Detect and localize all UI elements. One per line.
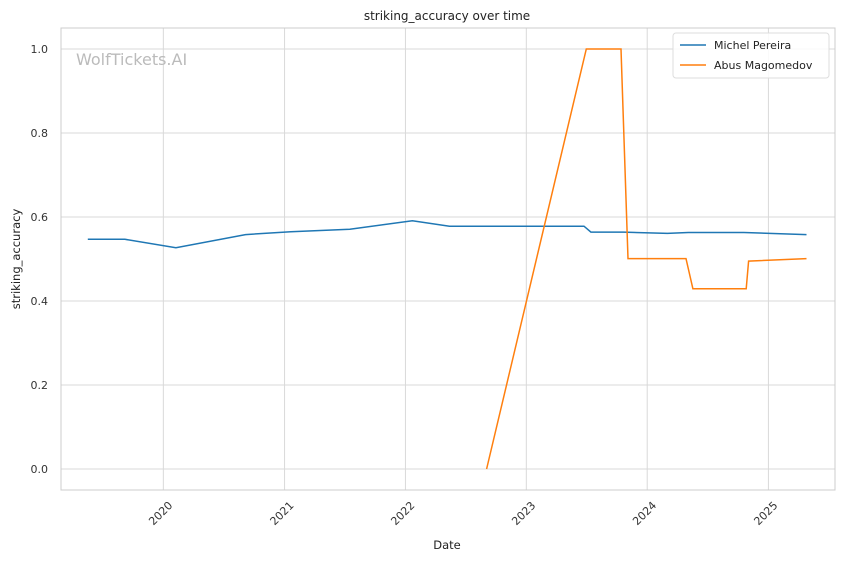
x-tick-label: 2022 [388, 499, 417, 528]
x-tick-label: 2025 [751, 499, 780, 528]
legend: Michel Pereira Abus Magomedov [672, 32, 830, 79]
legend-label-abus-magomedov: Abus Magomedov [714, 59, 813, 72]
y-tick-label: 0.2 [31, 379, 49, 392]
series-line-abus-magomedov [485, 48, 807, 470]
watermark-text: WolfTickets.AI [76, 50, 187, 69]
y-axis-label: striking_accuracy [9, 209, 23, 310]
y-tick-label: 0.8 [31, 127, 49, 140]
y-tick-label: 0.0 [31, 463, 49, 476]
x-axis-ticks: 2020 2021 2022 2023 2024 2025 [146, 499, 780, 528]
chart-title: striking_accuracy over time [364, 9, 530, 23]
x-tick-label: 2023 [509, 499, 538, 528]
legend-label-michel-pereira: Michel Pereira [714, 39, 791, 52]
plot-frame [60, 27, 836, 491]
x-tick-label: 2024 [630, 499, 659, 528]
x-tick-label: 2020 [146, 499, 175, 528]
y-tick-label: 1.0 [31, 43, 49, 56]
series-lines [87, 48, 807, 470]
legend-box [672, 32, 830, 79]
grid-lines [61, 28, 835, 490]
x-tick-label: 2021 [268, 499, 297, 528]
y-tick-label: 0.4 [31, 295, 49, 308]
y-axis-ticks: 0.0 0.2 0.4 0.6 0.8 1.0 [31, 43, 49, 476]
x-axis-label: Date [433, 538, 461, 552]
y-tick-label: 0.6 [31, 211, 49, 224]
series-line-michel-pereira [87, 220, 807, 249]
